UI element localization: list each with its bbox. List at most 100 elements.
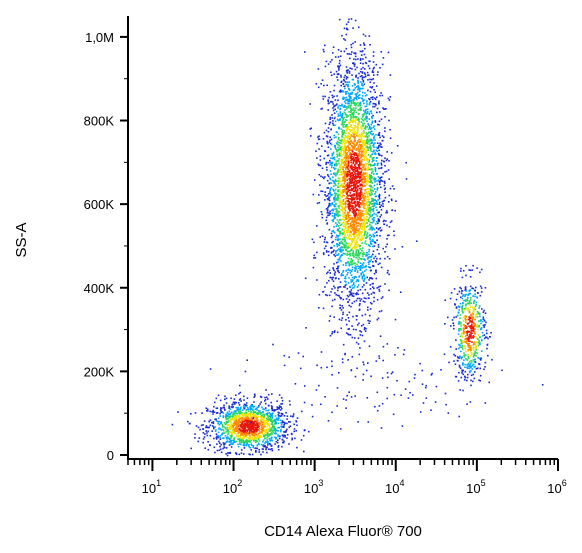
data-point [219, 408, 222, 411]
data-point [361, 242, 363, 244]
data-point [358, 275, 361, 277]
data-point [337, 213, 340, 216]
data-point [333, 182, 336, 185]
data-point [348, 269, 350, 272]
data-point [302, 434, 305, 437]
data-point [239, 421, 242, 423]
data-point [329, 187, 332, 190]
data-point [337, 199, 339, 201]
data-point [353, 277, 355, 280]
data-point [339, 142, 341, 144]
data-point [351, 218, 354, 221]
data-point [263, 423, 266, 426]
data-point [342, 162, 345, 164]
data-point [343, 225, 345, 228]
data-point [235, 419, 238, 421]
data-point [364, 218, 367, 220]
data-point [243, 418, 245, 421]
data-point [364, 111, 366, 113]
data-point [354, 243, 356, 246]
data-point [284, 436, 286, 438]
data-point [348, 290, 351, 293]
data-point [365, 144, 367, 147]
data-point [237, 438, 239, 441]
data-point [277, 430, 279, 432]
data-point [358, 256, 360, 258]
data-point [350, 99, 353, 102]
data-point [241, 409, 244, 411]
data-point [253, 405, 256, 408]
data-point [367, 218, 370, 221]
data-point [347, 150, 350, 152]
data-point [344, 175, 346, 177]
data-point [367, 176, 369, 179]
data-point [342, 124, 344, 127]
data-point [334, 120, 337, 123]
data-point [358, 304, 361, 307]
data-point [235, 401, 238, 404]
data-point [322, 98, 325, 100]
data-point [350, 174, 353, 177]
data-point [303, 450, 305, 453]
data-point [349, 214, 351, 217]
data-point [351, 241, 354, 243]
data-point [337, 170, 339, 172]
data-point [362, 172, 365, 174]
data-point [469, 299, 472, 301]
data-point [328, 279, 330, 282]
data-point [242, 406, 245, 408]
data-point [357, 94, 360, 97]
data-point [334, 146, 337, 149]
data-point [354, 167, 357, 169]
data-point [354, 122, 357, 124]
data-point [348, 186, 350, 188]
data-point [213, 405, 215, 408]
data-point [373, 173, 375, 175]
data-point [359, 194, 361, 197]
data-point [221, 423, 224, 426]
data-point [378, 253, 380, 255]
data-point [274, 428, 276, 430]
data-point [351, 261, 353, 263]
data-point [310, 127, 312, 130]
data-point [370, 142, 372, 145]
data-point [265, 434, 267, 436]
data-point [365, 56, 367, 59]
data-point [373, 216, 376, 219]
data-point [341, 34, 343, 37]
data-point [375, 133, 377, 136]
data-point [260, 435, 262, 437]
data-point [240, 400, 242, 402]
data-point [340, 273, 343, 275]
data-point [277, 407, 279, 409]
data-point [370, 150, 373, 153]
data-point [277, 426, 279, 429]
data-point [373, 177, 376, 179]
data-point [339, 147, 341, 150]
data-point [347, 92, 350, 95]
data-point [323, 131, 326, 134]
data-point [309, 128, 311, 130]
data-point [238, 440, 241, 442]
data-point [373, 82, 375, 84]
data-point [344, 106, 346, 108]
data-point [415, 240, 418, 242]
data-point [354, 188, 357, 191]
data-point [341, 162, 343, 165]
data-point [323, 84, 325, 87]
data-point [261, 427, 264, 429]
data-point [370, 138, 372, 141]
data-point [271, 439, 274, 442]
data-point [365, 282, 368, 284]
data-point [232, 426, 235, 428]
data-point [356, 204, 359, 206]
data-point [359, 160, 362, 163]
data-point [388, 226, 391, 228]
data-point [340, 192, 343, 194]
data-point [211, 421, 213, 424]
data-point [339, 307, 341, 309]
data-point [350, 53, 352, 56]
data-point [365, 150, 367, 153]
data-point [255, 430, 258, 432]
data-point [254, 417, 256, 419]
